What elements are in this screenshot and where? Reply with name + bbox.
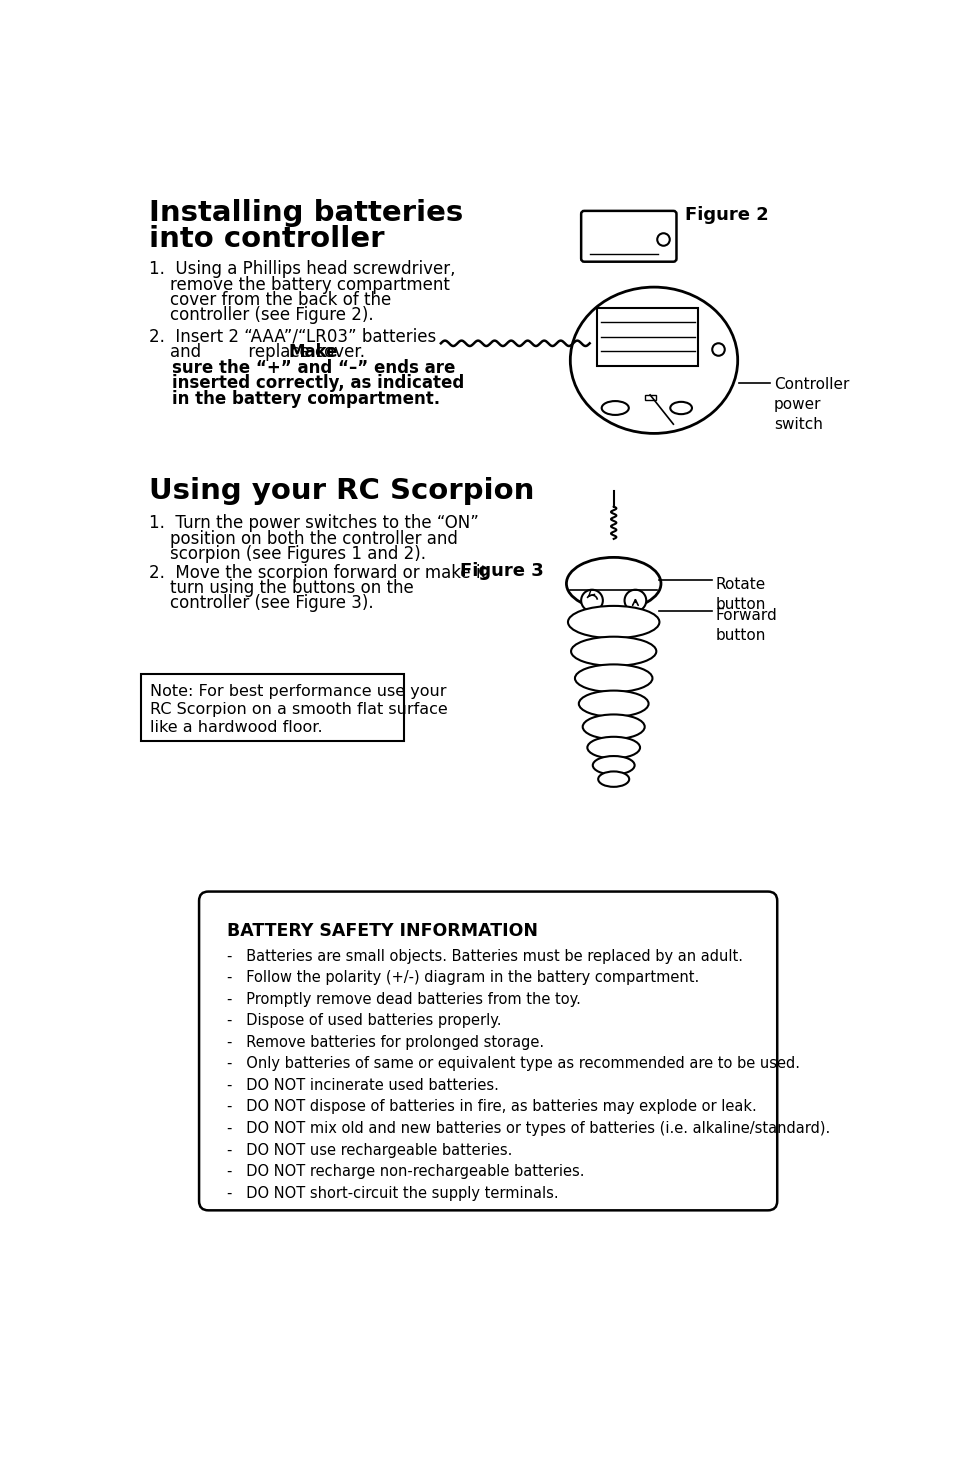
FancyBboxPatch shape: [199, 891, 777, 1211]
Text: sure the “+” and “–” ends are: sure the “+” and “–” ends are: [149, 358, 455, 376]
Text: Using your RC Scorpion: Using your RC Scorpion: [149, 478, 534, 506]
Ellipse shape: [575, 664, 652, 692]
Text: RC Scorpion on a smooth flat surface: RC Scorpion on a smooth flat surface: [150, 702, 448, 717]
Text: inserted correctly, as indicated: inserted correctly, as indicated: [149, 375, 463, 392]
Text: 1.  Turn the power switches to the “ON”: 1. Turn the power switches to the “ON”: [149, 515, 478, 532]
Text: -   DO NOT dispose of batteries in fire, as batteries may explode or leak.: - DO NOT dispose of batteries in fire, a…: [227, 1099, 756, 1115]
Text: Note: For best performance use your: Note: For best performance use your: [150, 684, 446, 699]
Text: 2.  Insert 2 “AAA”/“LR03” batteries: 2. Insert 2 “AAA”/“LR03” batteries: [149, 327, 436, 347]
Text: -   DO NOT short-circuit the supply terminals.: - DO NOT short-circuit the supply termin…: [227, 1186, 558, 1201]
Text: -   Remove batteries for prolonged storage.: - Remove batteries for prolonged storage…: [227, 1035, 543, 1050]
Text: Forward
button: Forward button: [716, 608, 777, 643]
Text: -   DO NOT use rechargeable batteries.: - DO NOT use rechargeable batteries.: [227, 1143, 512, 1158]
Ellipse shape: [570, 288, 737, 434]
Text: controller (see Figure 3).: controller (see Figure 3).: [149, 594, 373, 612]
Text: 1.  Using a Phillips head screwdriver,: 1. Using a Phillips head screwdriver,: [149, 260, 455, 279]
FancyBboxPatch shape: [580, 211, 676, 261]
Text: controller (see Figure 2).: controller (see Figure 2).: [149, 307, 373, 324]
Text: into controller: into controller: [149, 224, 384, 252]
Ellipse shape: [566, 558, 660, 609]
Bar: [644, 395, 655, 400]
Ellipse shape: [578, 690, 648, 717]
Text: -   Only batteries of same or equivalent type as recommended are to be used.: - Only batteries of same or equivalent t…: [227, 1056, 800, 1071]
Text: Make: Make: [288, 344, 337, 361]
Text: in the battery compartment.: in the battery compartment.: [149, 389, 439, 407]
Ellipse shape: [571, 637, 656, 665]
Circle shape: [580, 590, 602, 611]
Text: Figure 2: Figure 2: [684, 207, 768, 224]
Ellipse shape: [670, 401, 691, 414]
Ellipse shape: [567, 606, 659, 639]
Text: -   Follow the polarity (+/-) diagram in the battery compartment.: - Follow the polarity (+/-) diagram in t…: [227, 971, 699, 985]
Text: -   DO NOT recharge non-rechargeable batteries.: - DO NOT recharge non-rechargeable batte…: [227, 1164, 584, 1179]
Text: 2.  Move the scorpion forward or make it: 2. Move the scorpion forward or make it: [149, 563, 486, 581]
Circle shape: [624, 590, 645, 611]
Text: BATTERY SAFETY INFORMATION: BATTERY SAFETY INFORMATION: [227, 922, 537, 941]
Text: Installing batteries: Installing batteries: [149, 199, 462, 227]
Text: -   Dispose of used batteries properly.: - Dispose of used batteries properly.: [227, 1013, 501, 1028]
Ellipse shape: [582, 714, 644, 739]
Text: -   DO NOT incinerate used batteries.: - DO NOT incinerate used batteries.: [227, 1078, 498, 1093]
Text: remove the battery compartment: remove the battery compartment: [149, 276, 449, 294]
Text: Controller
power
switch: Controller power switch: [773, 378, 848, 432]
Text: cover from the back of the: cover from the back of the: [149, 291, 391, 308]
Text: -   DO NOT mix old and new batteries or types of batteries (i.e. alkaline/standa: - DO NOT mix old and new batteries or ty…: [227, 1121, 829, 1136]
Text: turn using the buttons on the: turn using the buttons on the: [149, 580, 413, 597]
Ellipse shape: [601, 401, 628, 414]
Text: position on both the controller and: position on both the controller and: [149, 530, 457, 547]
Bar: [597, 308, 698, 366]
Text: Rotate
button: Rotate button: [716, 577, 765, 612]
Text: scorpion (see Figures 1 and 2).: scorpion (see Figures 1 and 2).: [149, 546, 425, 563]
Bar: [141, 674, 404, 742]
Text: like a hardwood floor.: like a hardwood floor.: [150, 720, 322, 735]
Text: and         replace cover.: and replace cover.: [149, 344, 370, 361]
Text: Figure 3: Figure 3: [459, 562, 543, 580]
Text: -   Batteries are small objects. Batteries must be replaced by an adult.: - Batteries are small objects. Batteries…: [227, 948, 742, 963]
Text: -   Promptly remove dead batteries from the toy.: - Promptly remove dead batteries from th…: [227, 991, 580, 1006]
Ellipse shape: [598, 771, 629, 786]
Ellipse shape: [587, 738, 639, 758]
Ellipse shape: [592, 757, 634, 774]
